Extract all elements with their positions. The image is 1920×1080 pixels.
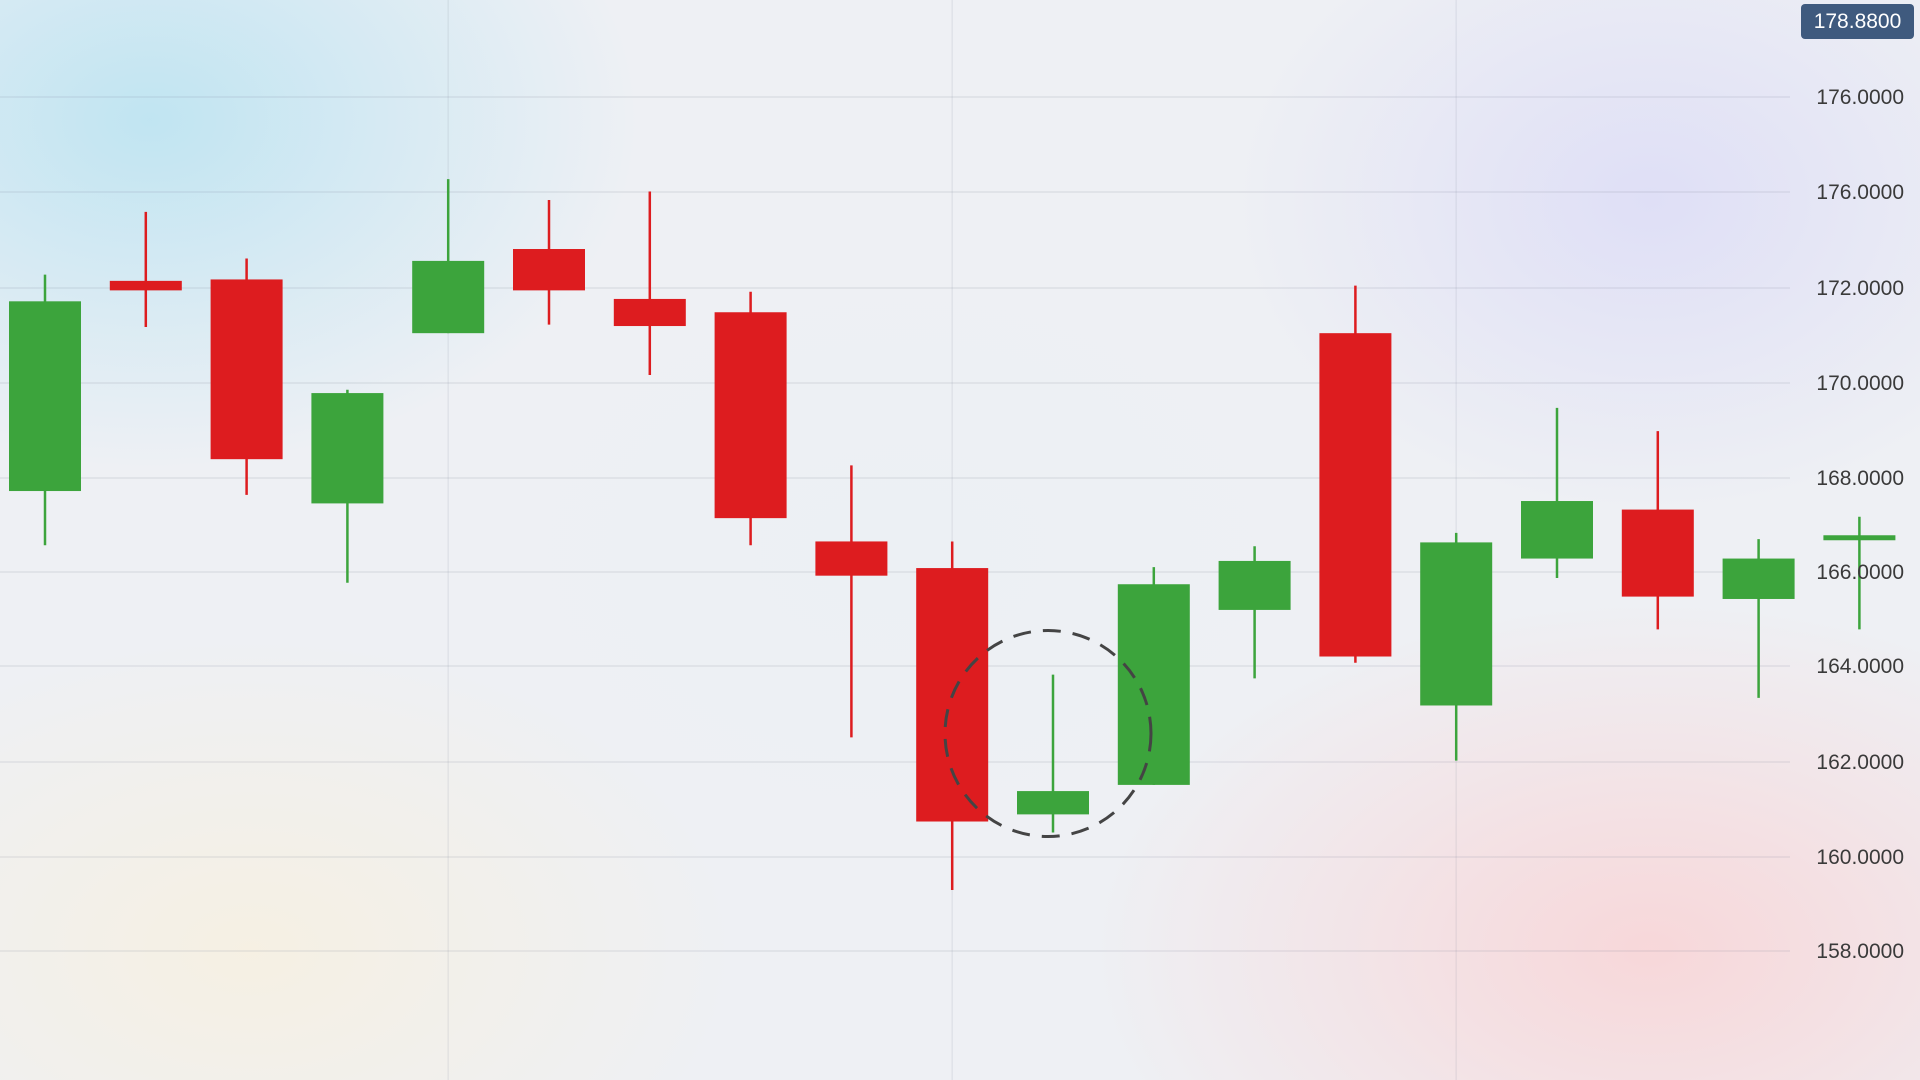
candle-body (513, 249, 585, 291)
bearish-candle (613, 191, 686, 376)
candle-body (613, 298, 686, 327)
y-tick-label: 172.0000 (1816, 277, 1904, 300)
candle-body (1319, 333, 1392, 657)
y-tick-label: 176.0000 (1816, 86, 1904, 109)
candle-body (714, 312, 787, 519)
bullish-candle (1218, 546, 1291, 679)
y-tick-label: 168.0000 (1816, 467, 1904, 490)
bullish-candle (412, 179, 485, 334)
candle-body (9, 301, 81, 492)
bullish-candle (1823, 516, 1896, 630)
bearish-candle (210, 258, 283, 495)
dashed-circle-annotation (943, 629, 1153, 839)
bearish-candle (513, 200, 585, 325)
bearish-candle (916, 541, 989, 890)
y-tick-label: 170.0000 (1816, 372, 1904, 395)
candle-body (1218, 560, 1291, 610)
candle-body (815, 541, 888, 576)
candle-body (1117, 584, 1190, 785)
y-tick-label: 158.0000 (1816, 940, 1904, 963)
candle-body (412, 260, 485, 334)
bullish-candle (9, 274, 81, 546)
candle-body (210, 279, 283, 460)
candle-body (1722, 558, 1795, 599)
candle-body (1621, 509, 1694, 597)
bullish-candle (1722, 539, 1795, 698)
bearish-candle (109, 211, 182, 327)
candle-body (1823, 535, 1896, 541)
candles (9, 179, 1896, 890)
candle-body (1521, 501, 1593, 559)
bullish-candle (1420, 532, 1493, 761)
annotation (943, 629, 1153, 839)
bearish-candle (714, 291, 787, 546)
candle-body (1017, 791, 1089, 815)
candle-body (311, 393, 384, 504)
bearish-candle (1319, 285, 1392, 663)
bullish-candle (1017, 674, 1089, 833)
y-tick-label: 160.0000 (1816, 846, 1904, 869)
current-price-badge: 178.8800 (1801, 4, 1914, 39)
y-tick-label: 176.0000 (1816, 181, 1904, 204)
bearish-candle (1621, 431, 1694, 630)
y-axis: 176.0000 176.0000 172.0000 170.0000 168.0000… (1816, 86, 1904, 963)
y-tick-label: 162.0000 (1816, 751, 1904, 774)
bearish-candle (815, 465, 888, 738)
bullish-candle (1521, 407, 1593, 579)
bullish-candle (1117, 567, 1190, 785)
candle-body (109, 280, 182, 291)
candle-body (1420, 542, 1493, 706)
bullish-candle (311, 389, 384, 583)
y-tick-label: 164.0000 (1816, 655, 1904, 678)
y-tick-label: 166.0000 (1816, 561, 1904, 584)
